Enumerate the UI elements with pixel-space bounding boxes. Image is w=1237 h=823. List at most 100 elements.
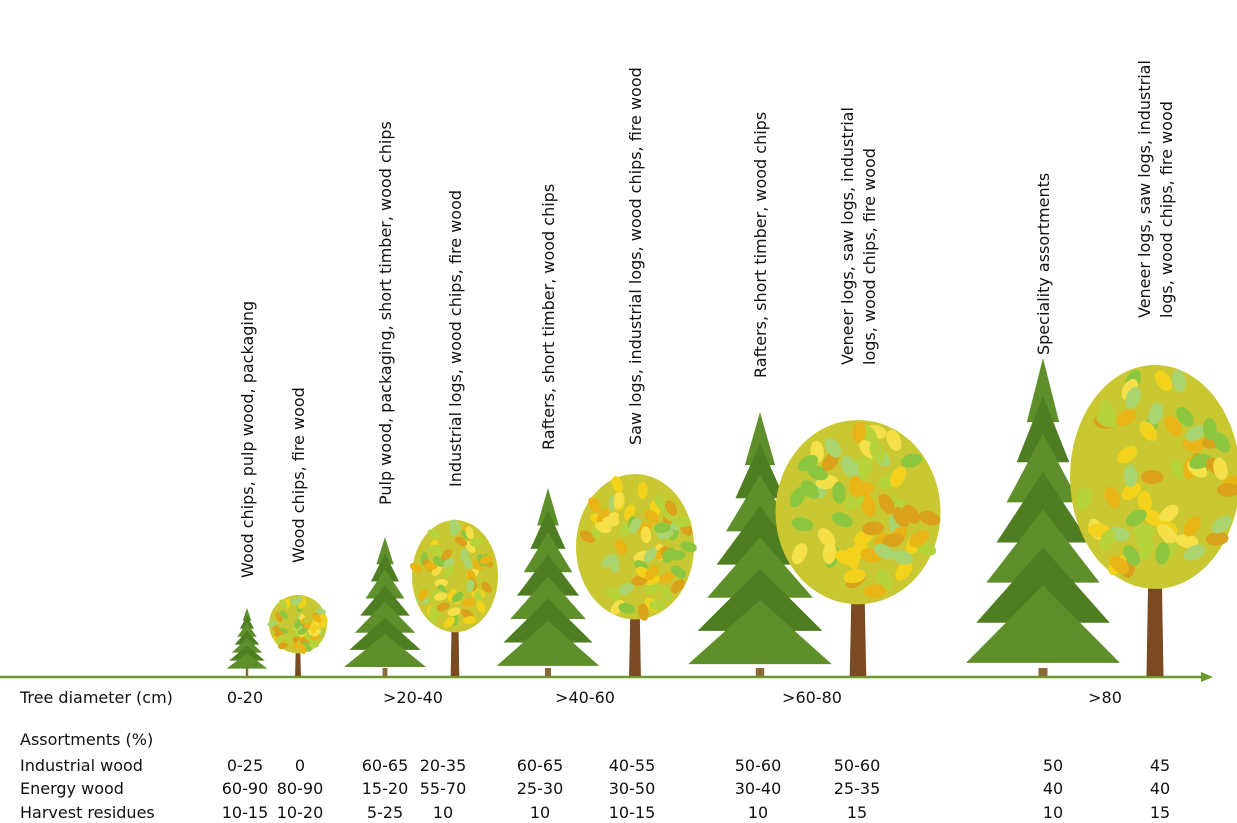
share-value: 50 [1043, 756, 1063, 775]
leaf [1171, 369, 1186, 392]
leaf [605, 587, 622, 600]
share-value: 50-60 [735, 756, 782, 775]
conifer-tree [226, 608, 268, 676]
leaf [824, 437, 842, 458]
leaf [279, 610, 289, 620]
leaf [890, 466, 906, 488]
leaf [469, 538, 484, 547]
leaf [1117, 446, 1138, 464]
conifer-tier [716, 505, 804, 565]
leaf [643, 583, 661, 594]
leaf [1175, 533, 1199, 549]
leaf [680, 541, 697, 553]
leaf [427, 529, 441, 538]
conifer-tier [537, 488, 559, 526]
leaf [462, 616, 477, 625]
leaf [1157, 524, 1177, 543]
conifer-tier [976, 547, 1110, 623]
use-label: logs, wood chips, fire wood [1157, 101, 1176, 318]
broadleaf-tree [409, 519, 498, 676]
leaf [645, 565, 659, 581]
leaf [611, 476, 623, 493]
leaf [618, 583, 634, 595]
leaf [1213, 432, 1231, 453]
conifer-tier [365, 569, 405, 599]
leaf [643, 547, 657, 563]
leaf [869, 441, 885, 463]
leaf [844, 493, 865, 510]
diameter-class: >60-80 [782, 688, 842, 707]
leaf [1076, 487, 1092, 510]
diameter-class: >40-60 [555, 688, 615, 707]
trunk [1038, 668, 1048, 676]
leaf [308, 641, 319, 648]
leaf [644, 510, 660, 524]
conifer-tier [735, 443, 785, 499]
leaf [849, 475, 863, 498]
leaf [1115, 409, 1137, 427]
leaf [434, 579, 448, 588]
conifer-tier [530, 510, 566, 549]
share-value: 10 [748, 803, 768, 822]
leaf [1137, 490, 1152, 514]
leaf [789, 486, 806, 508]
leaf [267, 620, 278, 627]
leaf [640, 526, 652, 544]
leaf [275, 634, 284, 644]
share-value: 80-90 [277, 779, 324, 798]
share-value: 10-15 [222, 803, 269, 822]
share-value: 10 [1043, 803, 1063, 822]
leaf [481, 581, 492, 593]
share-value: 10 [530, 803, 550, 822]
use-label: Pulp wood, packaging, short timber, wood… [376, 121, 395, 505]
leaf [465, 526, 474, 540]
leaf [1096, 412, 1119, 428]
share-value: 50-60 [834, 756, 881, 775]
leaf [674, 517, 692, 528]
leaf [822, 542, 837, 565]
share-value: 10-20 [277, 803, 324, 822]
leaf [1164, 416, 1183, 436]
use-label: Wood chips, fire wood [289, 387, 308, 563]
conifer-tier [239, 615, 255, 629]
conifer-tier [996, 471, 1090, 543]
leaf [1216, 482, 1237, 497]
conifer-tier [376, 537, 394, 565]
leaf [1148, 402, 1164, 425]
leaf [449, 520, 461, 531]
leaf [466, 579, 475, 593]
share-value: 15 [847, 803, 867, 822]
share-value: 25-30 [517, 779, 564, 798]
leaf [455, 536, 468, 547]
leaf [441, 549, 453, 561]
conifer-tier [343, 633, 427, 667]
leaf [918, 510, 941, 526]
share-value: 25-35 [834, 779, 881, 798]
leaf [861, 494, 876, 517]
leaf [671, 578, 685, 594]
leaf [292, 643, 303, 650]
conifer-tier [229, 645, 265, 661]
use-label: Rafters, short timber, wood chips [751, 112, 770, 378]
conifer-tier [688, 599, 832, 665]
leaf [670, 565, 686, 579]
leaf [858, 456, 872, 479]
axis-label: Tree diameter (cm) [19, 688, 173, 707]
use-label: logs, wood chips, fire wood [860, 148, 879, 365]
conifer-tier [697, 568, 823, 631]
leaf [862, 521, 885, 536]
leaf [882, 533, 905, 548]
share-value: 40 [1150, 779, 1170, 798]
leaf [1123, 464, 1138, 488]
leaf [1138, 537, 1154, 560]
leaf [618, 603, 636, 614]
use-label: Wood chips, pulp wood, packaging [238, 301, 257, 578]
use-label: Saw logs, industrial logs, wood chips, f… [626, 67, 645, 445]
leaf [320, 613, 328, 624]
leaf [1183, 516, 1201, 537]
leaf [1169, 459, 1189, 480]
leaf [1139, 421, 1158, 441]
leaf [843, 569, 866, 584]
leaf [638, 603, 649, 621]
broadleaf-tree [267, 594, 328, 676]
